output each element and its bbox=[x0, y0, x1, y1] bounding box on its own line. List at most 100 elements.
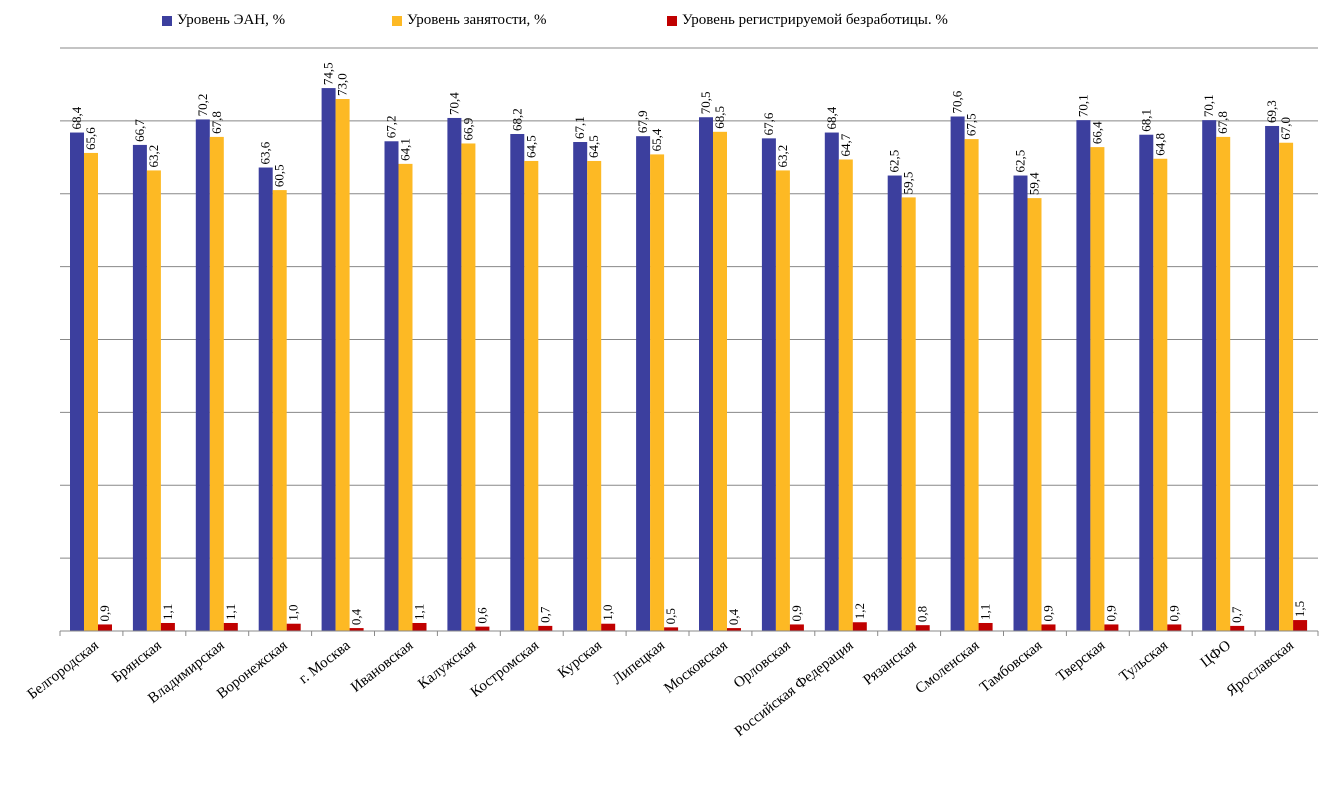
data-label: 67,8 bbox=[1215, 111, 1230, 134]
legend-label-eap: Уровень ЭАН, % bbox=[177, 12, 286, 28]
data-label: 63,6 bbox=[258, 141, 273, 164]
bar bbox=[901, 197, 916, 632]
legend-swatch-employment bbox=[392, 15, 402, 26]
data-label: 67,9 bbox=[635, 110, 650, 133]
data-label: 63,2 bbox=[146, 145, 161, 168]
data-label: 70,6 bbox=[950, 90, 965, 113]
bar bbox=[98, 624, 112, 631]
chart-legend: Уровень ЭАН, % Уровень занятости, % Уров… bbox=[0, 12, 1326, 36]
bar bbox=[1265, 125, 1280, 631]
data-label: 67,1 bbox=[572, 116, 587, 139]
data-label: 67,6 bbox=[761, 112, 776, 135]
x-tick-label: г. Москва bbox=[296, 637, 354, 687]
bar bbox=[1027, 198, 1042, 631]
data-label: 62,5 bbox=[887, 150, 902, 173]
bar bbox=[132, 144, 147, 631]
bar bbox=[1076, 120, 1091, 632]
data-label: 73,0 bbox=[335, 73, 350, 96]
bar bbox=[775, 170, 790, 631]
x-tick-label: Калужская bbox=[415, 637, 479, 692]
data-label: 63,2 bbox=[775, 145, 790, 168]
bar bbox=[447, 117, 462, 631]
bar bbox=[1293, 620, 1308, 631]
bar bbox=[636, 136, 651, 631]
legend-swatch-unemployment bbox=[667, 15, 677, 26]
bar bbox=[160, 622, 175, 631]
legend-label-employment: Уровень занятости, % bbox=[407, 12, 547, 28]
bar bbox=[412, 622, 427, 631]
data-label: 65,4 bbox=[649, 128, 664, 151]
bar bbox=[664, 627, 679, 631]
bar bbox=[915, 625, 930, 631]
bar bbox=[852, 622, 867, 631]
bar bbox=[573, 142, 588, 632]
data-label: 74,5 bbox=[321, 62, 336, 85]
x-tick-label: Костромская bbox=[468, 637, 543, 700]
bar bbox=[146, 170, 161, 631]
bar bbox=[699, 117, 713, 631]
data-label: 0,6 bbox=[474, 607, 489, 624]
x-tick-label: Брянская bbox=[109, 637, 165, 686]
data-label: 1,5 bbox=[1292, 601, 1307, 617]
bar bbox=[838, 159, 853, 631]
data-label: 0,9 bbox=[97, 605, 112, 621]
bar bbox=[195, 119, 210, 631]
bar bbox=[475, 626, 490, 631]
data-label: 62,5 bbox=[1013, 150, 1028, 173]
bar bbox=[223, 622, 238, 631]
bar bbox=[1167, 624, 1182, 631]
bar bbox=[761, 138, 776, 632]
bar bbox=[978, 622, 993, 631]
bar bbox=[713, 131, 727, 631]
bar bbox=[789, 624, 804, 631]
bar bbox=[321, 88, 336, 632]
data-label: 0,9 bbox=[1041, 605, 1056, 621]
x-tick-label: Липецкая bbox=[610, 637, 668, 688]
data-label: 67,8 bbox=[209, 111, 224, 134]
bar bbox=[1013, 175, 1028, 631]
data-label: 1,1 bbox=[160, 604, 175, 620]
data-label: 64,5 bbox=[523, 135, 538, 158]
data-label: 70,1 bbox=[1075, 94, 1090, 117]
bar bbox=[1153, 158, 1168, 631]
data-label: 59,5 bbox=[901, 172, 916, 195]
legend-item-employment: Уровень занятости, % bbox=[392, 12, 547, 29]
data-label: 68,4 bbox=[824, 106, 839, 129]
data-label: 66,7 bbox=[132, 119, 147, 142]
bar bbox=[950, 116, 965, 631]
data-label: 60,5 bbox=[272, 164, 287, 187]
x-tick-label: Белгородская bbox=[25, 637, 102, 702]
bar bbox=[258, 167, 273, 631]
data-label: 70,5 bbox=[698, 91, 713, 114]
data-label: 1,1 bbox=[978, 604, 993, 620]
bar bbox=[349, 628, 364, 631]
bar bbox=[398, 163, 413, 631]
bar bbox=[650, 154, 665, 631]
data-label: 64,5 bbox=[586, 135, 601, 158]
bar bbox=[510, 133, 525, 631]
x-tick-label: Смоленская bbox=[913, 637, 983, 697]
data-label: 1,1 bbox=[223, 604, 238, 620]
bar bbox=[887, 175, 902, 631]
bar bbox=[1104, 624, 1119, 631]
bar bbox=[461, 143, 476, 631]
data-label: 65,6 bbox=[83, 127, 98, 150]
data-label: 1,0 bbox=[600, 604, 615, 620]
bar bbox=[587, 160, 602, 632]
data-label: 64,7 bbox=[838, 133, 853, 156]
bar bbox=[209, 136, 224, 631]
data-label: 70,1 bbox=[1201, 94, 1216, 117]
x-tick-label: Курская bbox=[555, 637, 605, 681]
data-label: 66,4 bbox=[1089, 121, 1104, 144]
x-tick-label: ЦФО bbox=[1198, 637, 1235, 670]
bar bbox=[384, 141, 399, 631]
data-label: 67,0 bbox=[1278, 117, 1293, 140]
x-tick-label: Российская Федерация bbox=[732, 637, 857, 740]
data-label: 68,5 bbox=[712, 106, 727, 129]
data-label: 0,9 bbox=[1103, 605, 1118, 621]
bar bbox=[964, 139, 979, 631]
bar bbox=[727, 628, 741, 631]
data-label: 69,3 bbox=[1264, 100, 1279, 123]
legend-label-unemployment: Уровень регистрируемой безработицы. % bbox=[682, 12, 948, 28]
data-label: 0,4 bbox=[349, 608, 364, 625]
